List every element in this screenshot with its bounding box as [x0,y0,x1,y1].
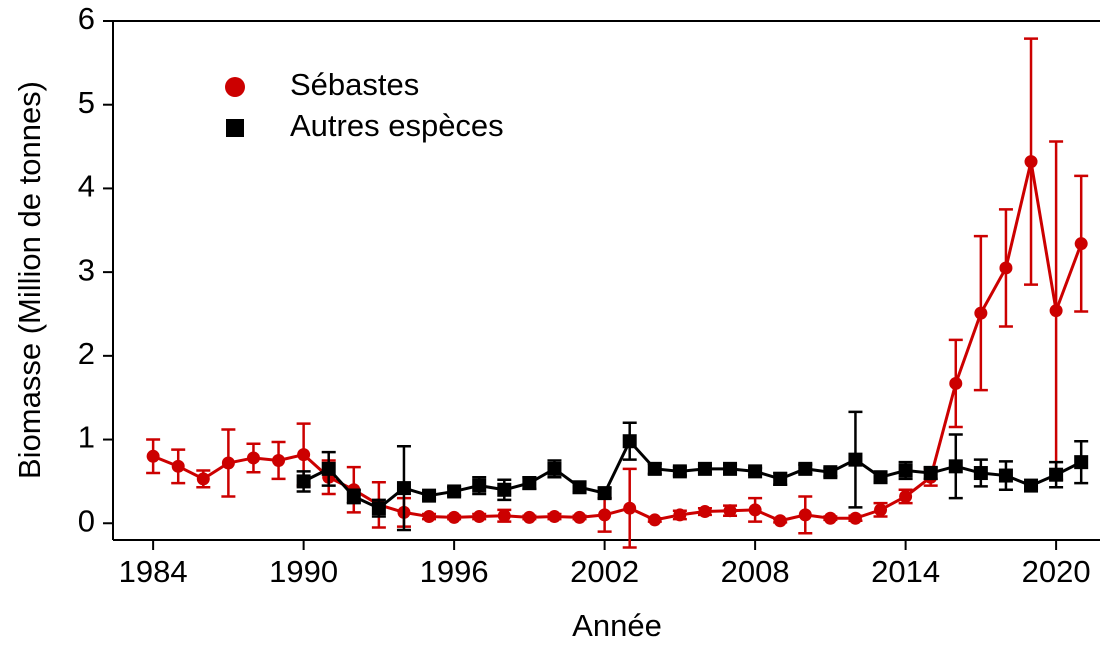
x-tick-label: 1990 [269,554,338,589]
y-axis-label: Biomasse (Million de tonnes) [12,81,47,479]
y-tick-label: 1 [78,420,95,455]
marker [748,503,762,517]
series-line [302,438,1082,510]
marker [547,461,562,476]
marker [272,453,286,467]
marker [848,452,863,467]
marker [1024,155,1038,169]
marker [146,449,160,463]
x-tick-label: 2014 [871,554,940,589]
marker [422,488,437,503]
legend-marker [226,119,244,137]
marker [497,482,512,497]
marker [899,489,913,503]
marker [346,489,361,504]
marker [1049,467,1064,482]
y-tick-label: 3 [78,252,95,287]
marker [673,508,687,522]
marker [598,508,612,522]
marker [1049,304,1063,318]
marker [321,461,336,476]
marker [1074,237,1088,251]
marker [297,448,311,462]
marker [623,501,637,515]
marker [648,513,662,527]
marker [246,451,260,465]
legend-label: Sébastes [290,67,419,102]
marker [923,466,938,481]
y-tick-label: 0 [78,503,95,538]
marker [472,478,487,493]
marker [823,511,837,525]
marker [798,508,812,522]
marker [672,464,687,479]
marker [949,376,963,390]
marker [171,459,185,473]
marker [447,510,461,524]
marker [698,505,712,519]
marker [1024,478,1039,493]
marker [999,261,1013,275]
x-tick-label: 1984 [119,554,188,589]
marker [974,306,988,320]
marker [823,465,838,480]
y-tick-label: 4 [78,169,95,204]
marker [773,514,787,528]
marker [196,472,210,486]
marker [396,481,411,496]
x-tick-label: 2002 [570,554,639,589]
marker [522,476,537,491]
marker [748,464,763,479]
marker [597,486,612,501]
marker [497,509,511,523]
marker [547,510,561,524]
marker [723,504,737,518]
legend-label: Autres espèces [290,108,504,143]
x-axis-label: Année [572,608,662,643]
x-tick-label: 1996 [420,554,489,589]
marker [773,471,788,486]
marker [647,461,662,476]
marker [898,463,913,478]
marker [874,503,888,517]
marker [848,511,862,525]
marker [998,468,1013,483]
y-tick-label: 2 [78,336,95,371]
marker [973,466,988,481]
marker [723,461,738,476]
marker [472,510,486,524]
marker [371,501,386,516]
marker [296,474,311,489]
marker [948,459,963,474]
marker [572,480,587,495]
marker [622,434,637,449]
x-tick-label: 2020 [1022,554,1091,589]
legend-marker [225,77,245,97]
marker [873,470,888,485]
marker [573,510,587,524]
x-tick-label: 2008 [721,554,790,589]
y-tick-label: 6 [78,1,95,36]
marker [522,510,536,524]
marker [697,461,712,476]
marker [422,510,436,524]
marker [221,456,235,470]
marker [447,484,462,499]
marker [798,461,813,476]
y-tick-label: 5 [78,85,95,120]
marker [1074,455,1089,470]
